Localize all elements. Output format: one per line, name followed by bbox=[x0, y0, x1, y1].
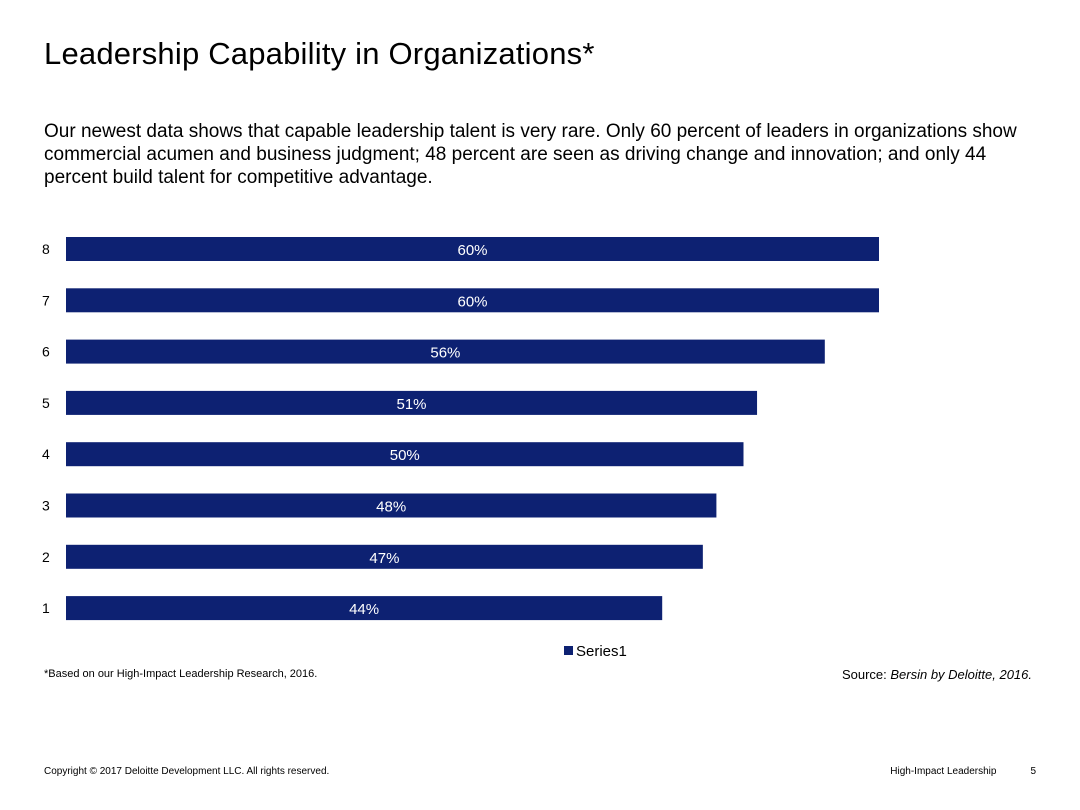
bar-1 bbox=[66, 596, 663, 621]
footer-right: High-Impact Leadership 5 bbox=[890, 766, 1036, 777]
data-label-5: 51% bbox=[397, 396, 427, 413]
data-label-7: 60% bbox=[457, 293, 487, 310]
category-tick-6: 6 bbox=[42, 344, 50, 360]
data-label-6: 56% bbox=[430, 345, 460, 362]
data-label-1: 44% bbox=[349, 601, 379, 618]
intro-paragraph: Our newest data shows that capable leade… bbox=[44, 121, 1017, 188]
bar-4 bbox=[66, 442, 744, 467]
bar-7 bbox=[66, 288, 879, 313]
data-label-4: 50% bbox=[390, 447, 420, 464]
data-label-3: 48% bbox=[376, 499, 406, 516]
data-label-8: 60% bbox=[457, 242, 487, 259]
category-tick-8: 8 bbox=[42, 241, 50, 257]
page-number: 5 bbox=[1030, 766, 1036, 777]
deck-name: High-Impact Leadership bbox=[890, 766, 997, 777]
slide-title: Leadership Capability in Organizations* bbox=[44, 36, 595, 71]
bar-6 bbox=[66, 339, 825, 364]
bar-3 bbox=[66, 493, 717, 518]
footnote: *Based on our High-Impact Leadership Res… bbox=[44, 668, 318, 680]
category-tick-5: 5 bbox=[42, 395, 50, 411]
source-label: Source: bbox=[841, 667, 891, 682]
bar-chart: 44% 1 47% 2 48% 3 50% 4 51% 5 56% 6 60% 7 60% 8 Series1 bbox=[42, 237, 879, 660]
category-tick-7: 7 bbox=[42, 292, 50, 308]
source-note: Source: Bersin by Deloitte, 2016. bbox=[842, 667, 1032, 682]
category-tick-4: 4 bbox=[42, 446, 50, 462]
copyright-notice: Copyright © 2017 Deloitte Development LL… bbox=[44, 766, 330, 777]
legend-label: Series1 bbox=[576, 643, 627, 660]
bar-5 bbox=[66, 390, 758, 415]
source-text: Bersin by Deloitte, 2016. bbox=[890, 667, 1032, 682]
category-tick-1: 1 bbox=[42, 600, 50, 616]
bar-2 bbox=[66, 544, 703, 569]
legend-swatch bbox=[564, 646, 573, 655]
data-label-2: 47% bbox=[369, 550, 399, 567]
category-tick-3: 3 bbox=[42, 498, 50, 514]
bar-8 bbox=[66, 237, 879, 261]
category-tick-2: 2 bbox=[42, 549, 50, 565]
